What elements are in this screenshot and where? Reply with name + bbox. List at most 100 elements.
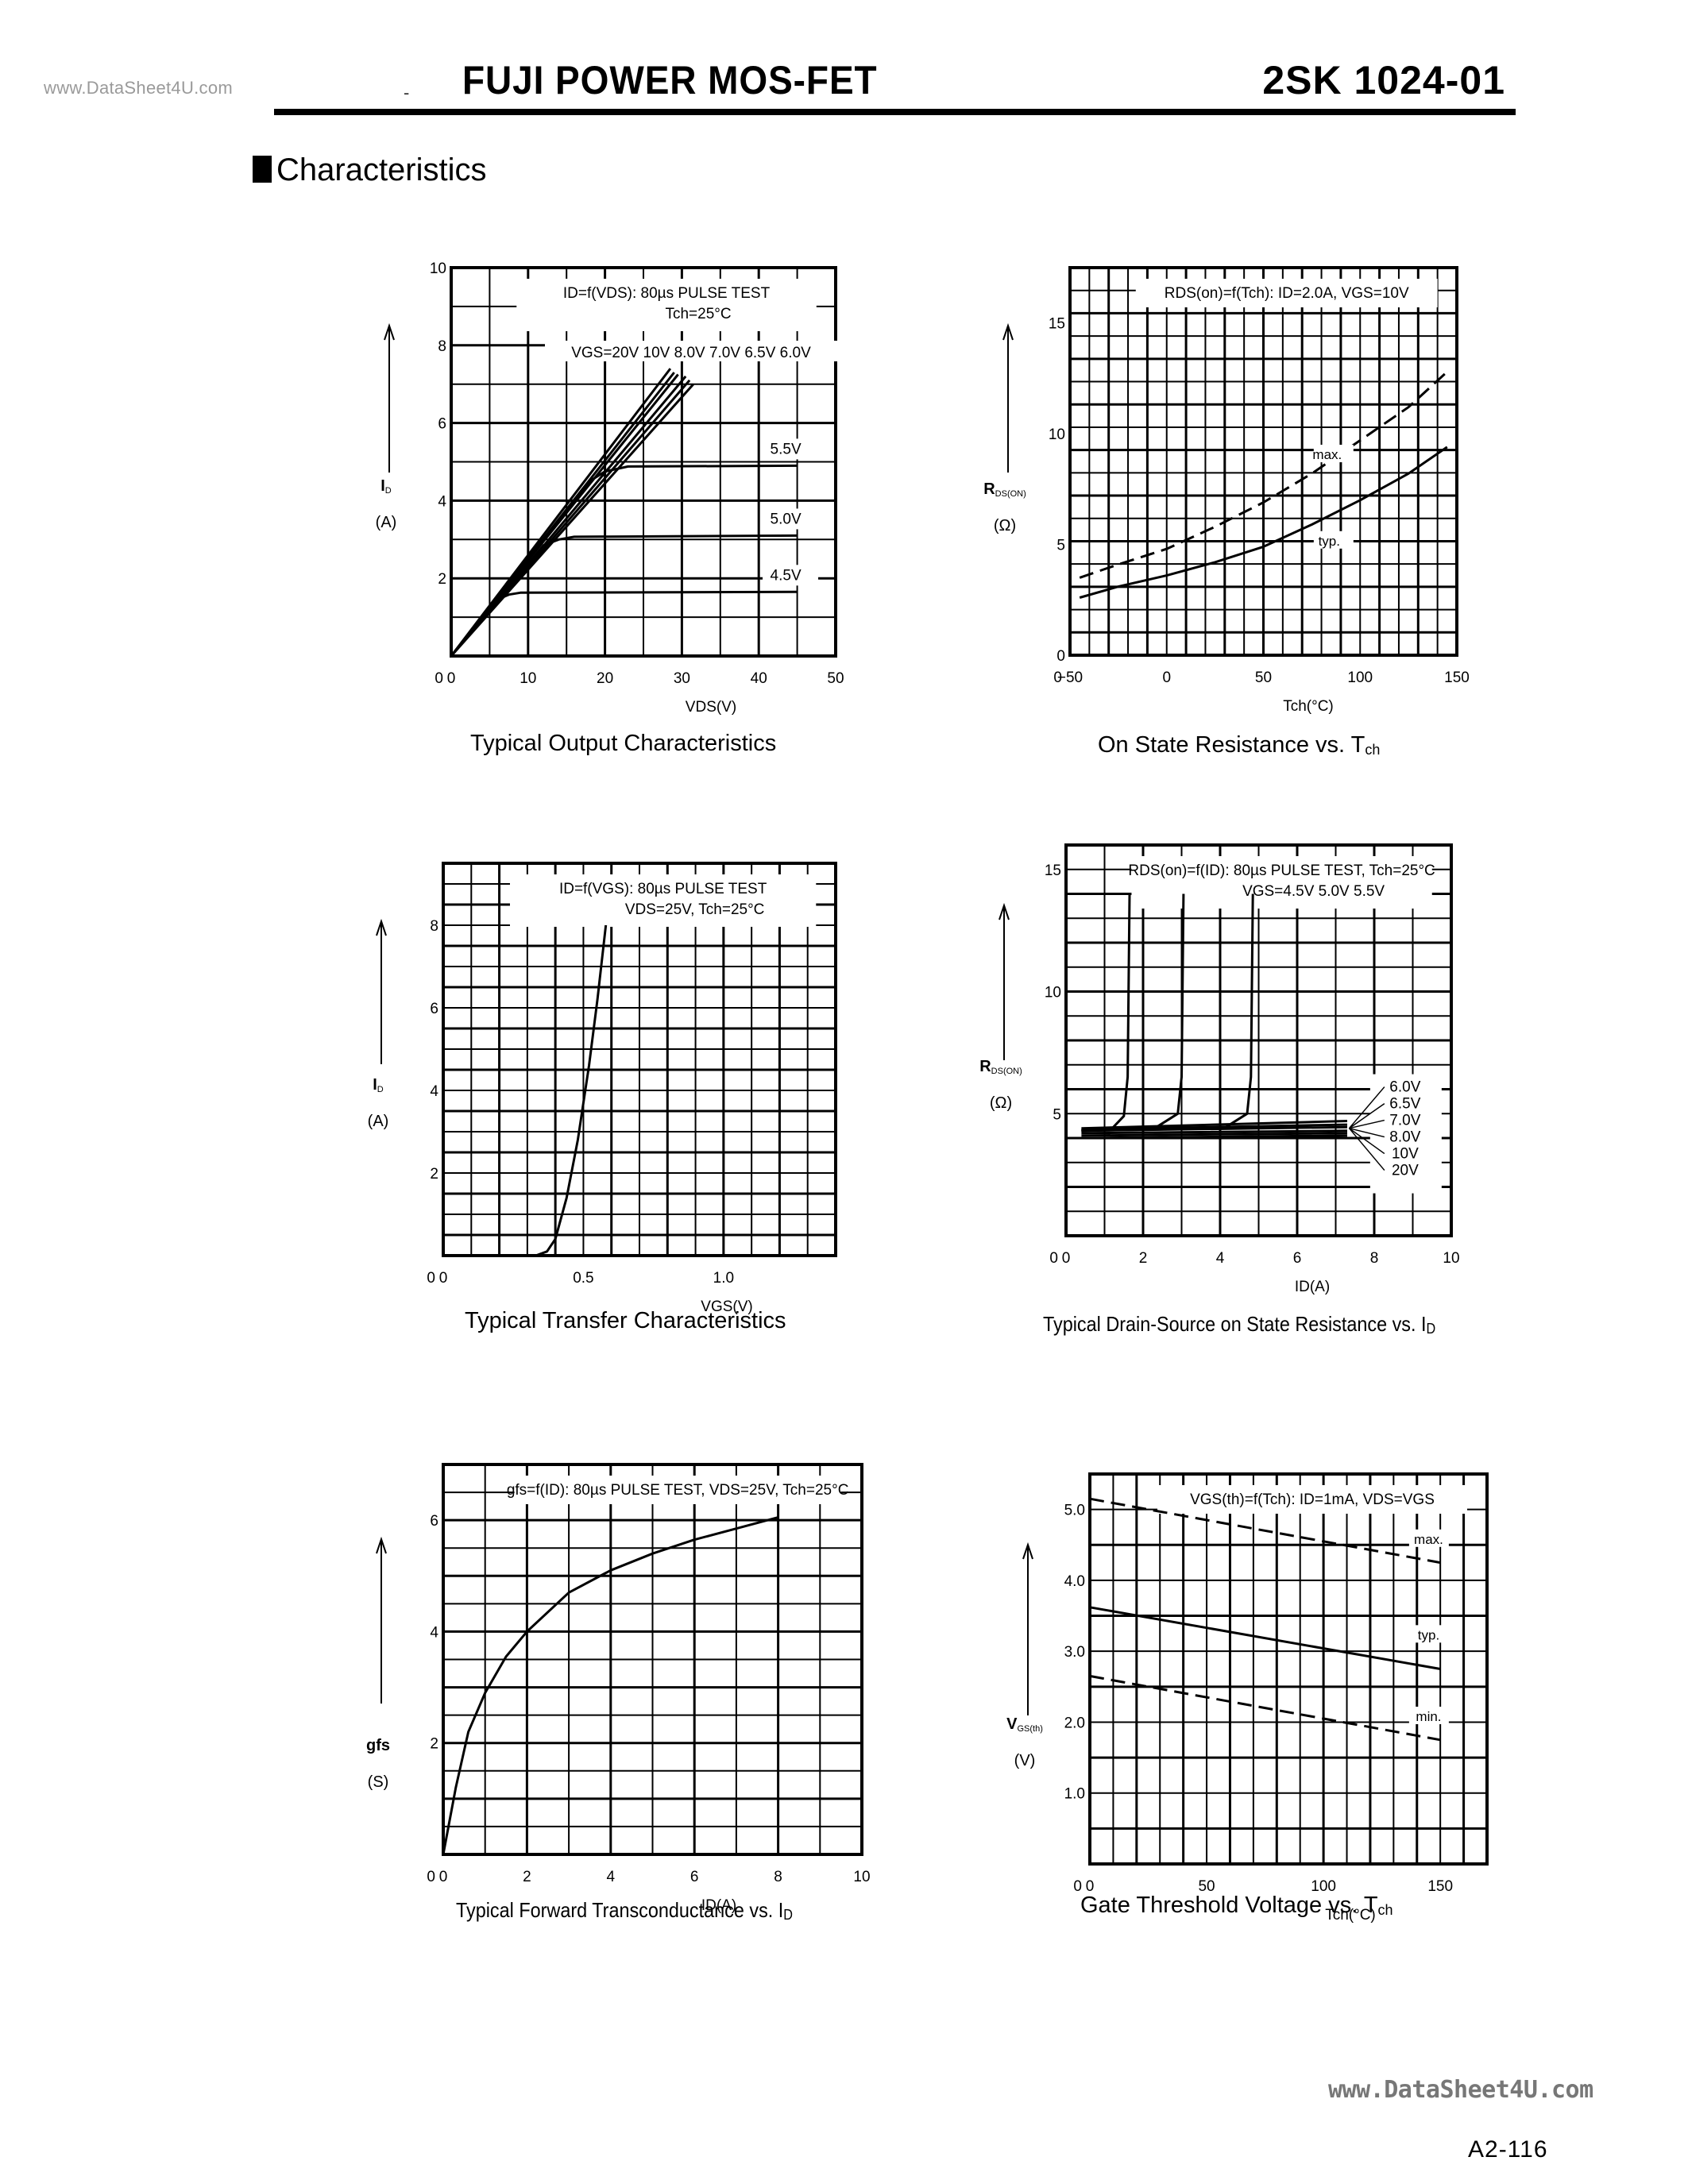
svg-text:10: 10 [1049, 426, 1065, 443]
svg-text:10: 10 [1045, 985, 1061, 1001]
up-arrow-icon [376, 918, 387, 936]
chart-grid [1090, 1474, 1487, 1864]
svg-text:ID: ID [373, 1076, 384, 1094]
chart-annotation: ID=f(VGS): 80µs PULSE TEST VDS=25V, Tch=2… [509, 874, 817, 927]
svg-text:RDS(on)=f(Tch): ID=2.0A, VGS=1: RDS(on)=f(Tch): ID=2.0A, VGS=10V [1165, 285, 1409, 302]
svg-text:50: 50 [1198, 1878, 1215, 1895]
svg-text:6: 6 [1293, 1250, 1302, 1267]
chart-frame [1088, 1472, 1489, 1866]
chart-annotation: RDS(on)=f(ID): 80µs PULSE TEST, Tch=25°C… [1128, 856, 1435, 909]
svg-text:0: 0 [439, 1270, 448, 1287]
chart-grid [443, 1464, 862, 1854]
svg-text:(A): (A) [376, 514, 397, 531]
svg-text:10: 10 [430, 260, 446, 277]
svg-text:1.0: 1.0 [1064, 1786, 1085, 1803]
series-max- [1079, 370, 1448, 579]
y-axis-label: gfs (S) [366, 1536, 390, 1791]
svg-text:0: 0 [447, 670, 456, 687]
series-id [535, 924, 608, 1257]
series-vgs-7-0v [1081, 1125, 1348, 1133]
svg-text:8.0V: 8.0V [1389, 1129, 1420, 1146]
series-vgs-4-5v [1081, 893, 1131, 1133]
chart-gate-threshold: VGS(th)=f(Tch): ID=1mA, VDS=VGS 0 50 100 150… [1006, 1472, 1489, 1924]
svg-text:(A): (A) [368, 1113, 389, 1130]
svg-text:2: 2 [523, 1869, 531, 1885]
svg-text:0: 0 [427, 1270, 435, 1287]
series-vgs-20v [1081, 1134, 1348, 1140]
caption-on-state-temp: On State Resistance vs. Tch [1098, 732, 1381, 758]
up-arrow-icon [1002, 322, 1014, 341]
series-max- [1089, 1497, 1441, 1565]
chart-annotation: VGS(th)=f(Tch): ID=1mA, VDS=VGS [1157, 1485, 1467, 1514]
svg-text:20: 20 [597, 670, 613, 687]
series-vgs-5-0v [1081, 893, 1185, 1133]
chart-on-state-temp: RDS(on)=f(Tch): ID=2.0A, VGS=10V −50 0 50 10… [983, 266, 1470, 715]
caption-drain-source: Typical Drain-Source on State Resistance… [1043, 1312, 1436, 1337]
series-gfs [442, 1516, 778, 1855]
svg-text:6: 6 [430, 1001, 438, 1017]
svg-text:8: 8 [438, 338, 446, 355]
svg-text:4.0: 4.0 [1064, 1573, 1085, 1590]
svg-text:0: 0 [1073, 1878, 1082, 1895]
svg-text:50: 50 [1255, 669, 1272, 686]
svg-text:ID: ID [380, 477, 392, 496]
svg-text:−50: −50 [1057, 669, 1083, 686]
svg-text:30: 30 [674, 670, 690, 687]
svg-text:100: 100 [1311, 1878, 1336, 1895]
svg-text:2: 2 [430, 1736, 438, 1753]
document-title: FUJI POWER MOS-FET [462, 58, 878, 102]
svg-text:0: 0 [427, 1869, 435, 1885]
svg-text:typ.: typ. [1319, 534, 1340, 549]
y-axis-label: VGS(th) (V) [1006, 1542, 1043, 1769]
footer-watermark: www.DataSheet4U.com [1328, 2076, 1593, 2104]
svg-text:6: 6 [690, 1869, 699, 1885]
svg-text:8: 8 [430, 918, 438, 935]
series-min- [1089, 1674, 1441, 1742]
svg-text:20V: 20V [1392, 1163, 1419, 1179]
svg-text:4: 4 [430, 1083, 438, 1100]
svg-text:4: 4 [430, 1624, 438, 1641]
series-vgs-6-0v [450, 383, 695, 657]
svg-text:6: 6 [438, 416, 446, 433]
series-vgs-10v [1081, 1132, 1348, 1137]
svg-text:4: 4 [438, 493, 446, 510]
svg-text:4.5V: 4.5V [771, 567, 802, 584]
svg-text:VGS=4.5V 5.0V 5.5V: VGS=4.5V 5.0V 5.5V [1242, 883, 1385, 900]
header-rule [276, 109, 1516, 115]
svg-text:max.: max. [1312, 447, 1342, 462]
chart-frame [442, 862, 837, 1257]
chart-transconductance: gfs=f(ID): 80µs PULSE TEST, VDS=25V, Tch… [366, 1463, 871, 1914]
series-vgs-6-0v [1081, 1120, 1348, 1130]
series-vgs-6-5v [1081, 1123, 1348, 1131]
caption-transconductance: Typical Forward Transconductance vs. ID [456, 1898, 793, 1923]
svg-text:Tch(°C): Tch(°C) [1325, 1907, 1376, 1924]
svg-text:0: 0 [1053, 669, 1062, 686]
chart-grid [1070, 268, 1457, 655]
page-number: A2-116 [1468, 2136, 1548, 2163]
svg-text:(S): (S) [368, 1773, 389, 1791]
svg-text:4: 4 [607, 1869, 616, 1885]
chart-frame [1064, 843, 1453, 1237]
svg-text:5: 5 [1053, 1106, 1061, 1123]
svg-text:8: 8 [1370, 1250, 1379, 1267]
svg-text:150: 150 [1427, 1878, 1453, 1895]
svg-text:RDS(ON): RDS(ON) [983, 480, 1026, 499]
svg-text:10: 10 [853, 1869, 870, 1885]
svg-text:15: 15 [1049, 316, 1065, 333]
svg-text:5.0: 5.0 [1064, 1503, 1085, 1519]
chart-annotation: ID=f(VDS): 80µs PULSE TEST Tch=25°C [516, 279, 817, 331]
svg-text:ID=f(VDS): 80µs PULSE TEST: ID=f(VDS): 80µs PULSE TEST [563, 285, 771, 302]
svg-text:6.0V: 6.0V [1389, 1079, 1420, 1096]
svg-text:ID=f(VGS): 80µs PULSE TEST: ID=f(VGS): 80µs PULSE TEST [559, 881, 767, 897]
chart-frame [1068, 266, 1458, 657]
svg-text:100: 100 [1347, 669, 1373, 686]
svg-text:(Ω): (Ω) [990, 1094, 1012, 1112]
svg-text:VGS(th): VGS(th) [1006, 1715, 1043, 1734]
chart-grid [443, 863, 836, 1256]
svg-text:ID(A): ID(A) [1295, 1279, 1330, 1295]
svg-text:6: 6 [430, 1513, 438, 1530]
svg-text:RDS(ON): RDS(ON) [979, 1058, 1022, 1076]
svg-text:0: 0 [1086, 1878, 1095, 1895]
